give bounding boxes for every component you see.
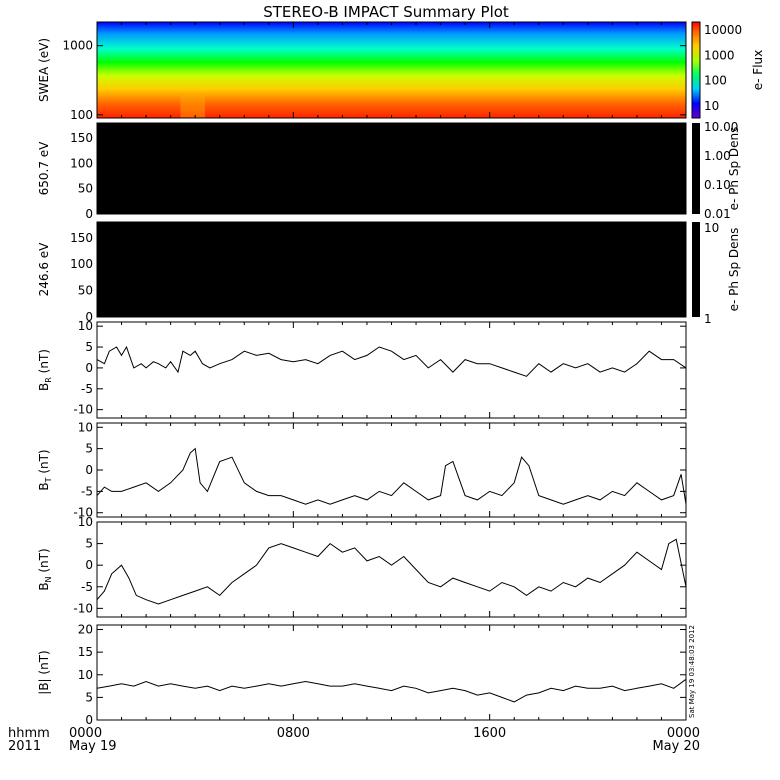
y-tick-label: 1000 bbox=[62, 39, 93, 53]
colorbar-tick-label: 1.00 bbox=[704, 149, 731, 163]
y-tick-label: 0 bbox=[85, 361, 93, 375]
colorbar bbox=[692, 123, 700, 214]
y-tick-label: 100 bbox=[70, 108, 93, 122]
x-tick-date-label: May 19 bbox=[69, 739, 117, 754]
timestamp-label: Sat May 19 03:48:03 2012 bbox=[688, 625, 696, 718]
y-axis-label: 650.7 eV bbox=[37, 141, 51, 196]
colorbar-tick-label: 10000 bbox=[704, 23, 742, 37]
y-tick-label: 5 bbox=[85, 537, 93, 551]
y-axis-label: 246.6 eV bbox=[37, 242, 51, 297]
x-tick-label: 0000 bbox=[69, 726, 102, 741]
y-tick-label: -10 bbox=[73, 601, 93, 615]
y-tick-label: 50 bbox=[78, 284, 93, 298]
y-tick-label: -5 bbox=[81, 484, 93, 498]
y-tick-label: -10 bbox=[73, 403, 93, 417]
series-line bbox=[96, 678, 687, 703]
colorbar-tick-label: 0.10 bbox=[704, 178, 731, 192]
line-panel bbox=[96, 321, 687, 419]
y-tick-label: 0 bbox=[85, 310, 93, 324]
y-axis-label: BR (nT) bbox=[37, 349, 53, 391]
y-axis-label: |B| (nT) bbox=[37, 650, 51, 694]
chart-title: STEREO-B IMPACT Summary Plot bbox=[263, 3, 509, 21]
line-panel bbox=[96, 521, 687, 618]
y-tick-label: 0 bbox=[85, 558, 93, 572]
series-line bbox=[96, 345, 687, 377]
y-tick-label: -10 bbox=[73, 506, 93, 520]
series-line bbox=[96, 538, 687, 605]
x-tick-label: 1600 bbox=[473, 726, 506, 741]
y-axis-label: BT (nT) bbox=[37, 449, 53, 490]
colorbar-tick-label: 10.00 bbox=[704, 120, 738, 134]
colorbar bbox=[692, 222, 700, 317]
y-axis-label: SWEA (eV) bbox=[37, 38, 51, 102]
colorbar-label: e- Ph Sp Dens bbox=[727, 228, 741, 312]
y-tick-label: -5 bbox=[81, 580, 93, 594]
colorbar-tick-label: 10 bbox=[704, 99, 719, 113]
y-tick-label: 10 bbox=[78, 515, 93, 529]
time-corner-label: hhmm bbox=[8, 726, 50, 741]
x-tick-label: 0000 bbox=[667, 726, 700, 741]
time-corner-label: 2011 bbox=[8, 739, 41, 754]
y-tick-label: 0 bbox=[85, 463, 93, 477]
y-tick-label: 5 bbox=[85, 690, 93, 704]
colorbar bbox=[691, 21, 701, 119]
y-tick-label: 150 bbox=[70, 131, 93, 145]
y-tick-label: 10 bbox=[78, 668, 93, 682]
swea-band bbox=[180, 94, 205, 118]
y-tick-label: 10 bbox=[78, 319, 93, 333]
pitch-angle-panel bbox=[96, 221, 687, 318]
y-tick-label: 100 bbox=[70, 257, 93, 271]
y-tick-label: 50 bbox=[78, 182, 93, 196]
colorbar-tick-label: 1 bbox=[704, 312, 712, 326]
colorbar-tick-label: 10 bbox=[704, 221, 719, 235]
y-tick-label: 10 bbox=[78, 420, 93, 434]
colorbar-tick-label: 0.01 bbox=[704, 207, 731, 221]
colorbar-tick-label: 1000 bbox=[704, 48, 735, 62]
y-axis-label: BN (nT) bbox=[37, 548, 53, 590]
x-tick-label: 0800 bbox=[277, 726, 310, 741]
swea-spectrogram bbox=[97, 22, 686, 118]
y-tick-label: 15 bbox=[78, 645, 93, 659]
line-panel bbox=[96, 624, 687, 721]
y-tick-label: -5 bbox=[81, 382, 93, 396]
y-tick-label: 0 bbox=[85, 713, 93, 727]
colorbar-label: e- Ph Sp Dens bbox=[727, 127, 741, 211]
y-tick-label: 100 bbox=[70, 156, 93, 170]
colorbar-tick-label: 100 bbox=[704, 74, 727, 88]
y-tick-label: 0 bbox=[85, 207, 93, 221]
x-tick-date-label: May 20 bbox=[652, 739, 700, 754]
pitch-angle-panel bbox=[96, 122, 687, 215]
series-line bbox=[96, 447, 687, 505]
y-tick-label: 150 bbox=[70, 231, 93, 245]
colorbar-label: e- Flux bbox=[751, 50, 765, 90]
line-panel bbox=[96, 422, 687, 518]
y-tick-label: 5 bbox=[85, 442, 93, 456]
y-tick-label: 5 bbox=[85, 340, 93, 354]
y-tick-label: 20 bbox=[78, 623, 93, 637]
